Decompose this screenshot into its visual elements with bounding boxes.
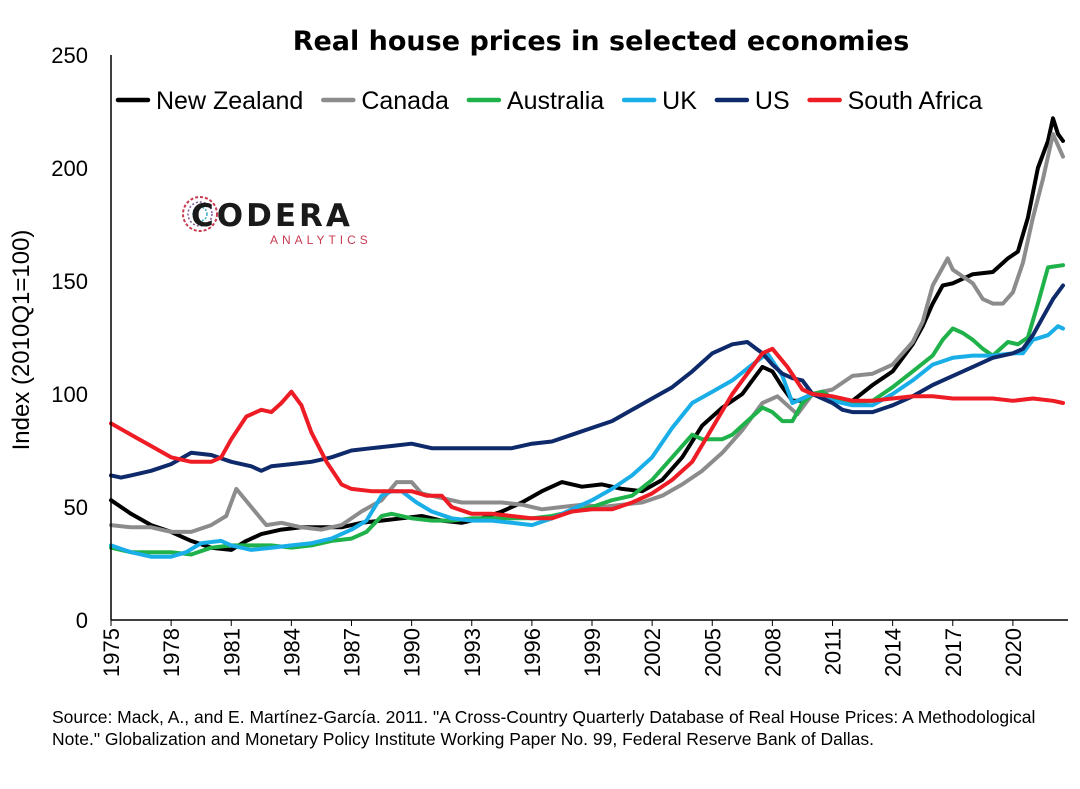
y-tick-label: 250 [51, 43, 88, 68]
x-tick-label: 1987 [340, 628, 365, 677]
y-tick-label: 50 [64, 495, 88, 520]
y-tick-label: 150 [51, 269, 88, 294]
legend-item-new-zealand: New Zealand [115, 87, 303, 115]
x-tick-label: 1984 [279, 628, 304, 677]
x-tick-label: 1978 [159, 628, 184, 677]
chart-title: Real house prices in selected economies [293, 26, 910, 57]
chart: Real house prices in selected economies … [8, 26, 1068, 677]
legend-item-canada: Canada [321, 87, 449, 115]
series-line-canada [109, 132, 1065, 534]
legend: New Zealand Canada Australia UK US South Afri… [115, 87, 983, 115]
codera-logo: CODERA ANALYTICS [182, 196, 372, 247]
x-tick-label: 2005 [700, 628, 725, 677]
x-tick-label: 2011 [821, 628, 846, 675]
x-tick-label: 1975 [99, 628, 124, 677]
y-tick-label: 0 [76, 608, 88, 633]
logo-mark-icon [182, 196, 218, 232]
legend-item-uk: UK [621, 87, 697, 115]
legend-label: New Zealand [156, 87, 303, 115]
legend-label: Canada [361, 87, 449, 115]
y-axis-ticks: 0 50 100 150 200 250 [51, 43, 88, 633]
x-tick-label: 2014 [881, 628, 906, 677]
series-lines [109, 116, 1065, 559]
x-tick-label: 1999 [580, 628, 605, 677]
legend-label: Australia [507, 87, 604, 115]
logo-main-text: CODERA [191, 198, 353, 234]
x-tick-label: 2002 [640, 628, 665, 677]
legend-label: US [755, 87, 790, 115]
x-tick-label: 2020 [1001, 628, 1026, 677]
series-line-us [109, 283, 1065, 480]
y-tick-label: 100 [51, 382, 88, 407]
legend-item-australia: Australia [466, 87, 604, 115]
source-note: Source: Mack, A., and E. Martínez-García… [52, 707, 1036, 749]
y-tick-label: 200 [51, 156, 88, 181]
x-tick-label: 1996 [520, 628, 545, 677]
logo-sub-text: ANALYTICS [270, 233, 372, 247]
x-tick-label: 1981 [219, 628, 244, 677]
legend-item-south-africa: South Africa [807, 87, 983, 115]
legend-label: UK [662, 87, 697, 115]
y-axis-title: Index (2010Q1=100) [8, 230, 35, 451]
x-tick-label: 2017 [941, 628, 966, 677]
x-tick-label: 1990 [400, 628, 425, 677]
series-line-uk [109, 324, 1065, 559]
axes [110, 55, 1068, 621]
legend-label: South Africa [848, 87, 983, 115]
series-line-australia [109, 263, 1065, 557]
x-tick-label: 1993 [460, 628, 485, 677]
x-axis-ticks: 1975 1978 1981 1984 1987 1990 1993 1996 1999 2002… [99, 620, 1026, 677]
legend-item-us: US [714, 87, 790, 115]
x-tick-label: 2008 [760, 628, 785, 677]
series-line-south-africa [109, 346, 1065, 521]
series-line-new-zealand [109, 116, 1065, 552]
